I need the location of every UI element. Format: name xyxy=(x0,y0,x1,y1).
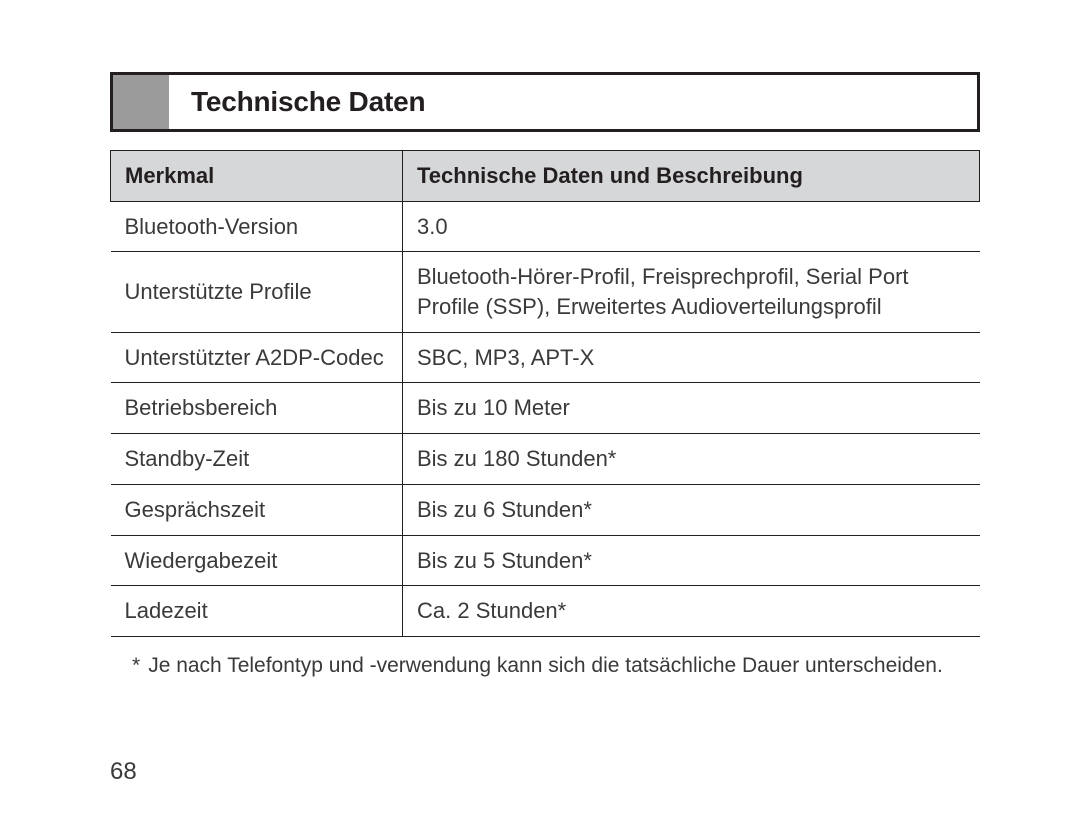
cell-value: Bis zu 6 Stunden* xyxy=(403,484,980,535)
column-header-feature: Merkmal xyxy=(111,151,403,202)
table-row: Betriebsbereich Bis zu 10 Meter xyxy=(111,383,980,434)
footnote-marker: * xyxy=(132,654,148,677)
section-heading: Technische Daten xyxy=(110,72,980,132)
heading-title: Technische Daten xyxy=(169,86,425,118)
cell-feature: Unterstützter A2DP-Codec xyxy=(111,332,403,383)
cell-value: Bluetooth-Hörer-Profil, Freisprechprofil… xyxy=(403,252,980,332)
table-header-row: Merkmal Technische Daten und Beschreibun… xyxy=(111,151,980,202)
table-row: Gesprächszeit Bis zu 6 Stunden* xyxy=(111,484,980,535)
table-row: Bluetooth-Version 3.0 xyxy=(111,201,980,252)
cell-value: SBC, MP3, APT-X xyxy=(403,332,980,383)
footnote: *Je nach Telefontyp und -verwendung kann… xyxy=(110,637,980,680)
column-header-description: Technische Daten und Beschreibung xyxy=(403,151,980,202)
table-row: Unterstützter A2DP-Codec SBC, MP3, APT-X xyxy=(111,332,980,383)
cell-feature: Betriebsbereich xyxy=(111,383,403,434)
page-content: Technische Daten Merkmal Technische Date… xyxy=(110,72,980,680)
cell-feature: Standby-Zeit xyxy=(111,434,403,485)
footnote-text: Je nach Telefontyp und -verwendung kann … xyxy=(148,654,943,677)
cell-feature: Bluetooth-Version xyxy=(111,201,403,252)
cell-value: Bis zu 180 Stunden* xyxy=(403,434,980,485)
page-number: 68 xyxy=(110,758,137,786)
cell-feature: Ladezeit xyxy=(111,586,403,637)
cell-feature: Wiedergabezeit xyxy=(111,535,403,586)
cell-value: Bis zu 5 Stunden* xyxy=(403,535,980,586)
heading-accent-block xyxy=(113,75,169,129)
table-row: Wiedergabezeit Bis zu 5 Stunden* xyxy=(111,535,980,586)
table-row: Ladezeit Ca. 2 Stunden* xyxy=(111,586,980,637)
table-row: Unterstützte Profile Bluetooth-Hörer-Pro… xyxy=(111,252,980,332)
cell-feature: Unterstützte Profile xyxy=(111,252,403,332)
cell-feature: Gesprächszeit xyxy=(111,484,403,535)
spec-table: Merkmal Technische Daten und Beschreibun… xyxy=(110,150,980,637)
table-row: Standby-Zeit Bis zu 180 Stunden* xyxy=(111,434,980,485)
cell-value: Bis zu 10 Meter xyxy=(403,383,980,434)
cell-value: 3.0 xyxy=(403,201,980,252)
cell-value: Ca. 2 Stunden* xyxy=(403,586,980,637)
